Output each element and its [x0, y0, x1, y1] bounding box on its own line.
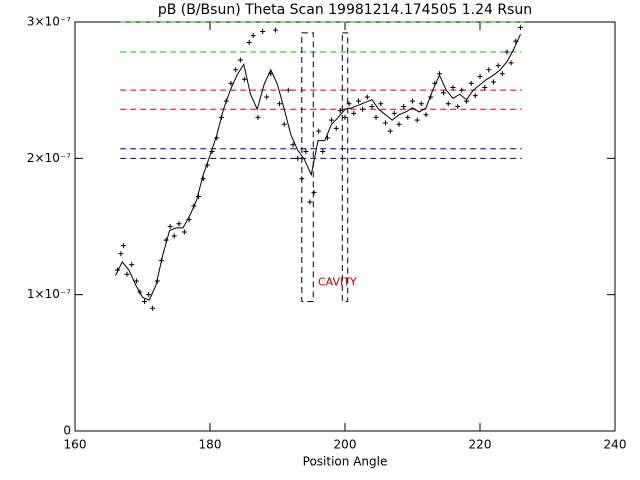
data-point	[491, 79, 496, 85]
data-point	[346, 101, 352, 107]
data-point	[307, 199, 313, 205]
data-point	[364, 94, 370, 100]
data-point	[351, 110, 357, 116]
data-point	[441, 90, 447, 96]
data-point	[142, 298, 148, 304]
data-point	[342, 114, 348, 120]
data-point	[329, 117, 334, 123]
data-point	[405, 114, 411, 120]
data-point	[459, 87, 465, 93]
data-point	[299, 176, 305, 182]
cavity-region	[341, 32, 349, 302]
data-point	[477, 74, 483, 80]
data-point	[414, 117, 420, 123]
y-tick-label: 1×10⁻⁷	[27, 287, 71, 301]
data-point	[383, 120, 388, 126]
data-point	[150, 305, 156, 311]
data-point	[378, 101, 384, 107]
data-point	[504, 49, 510, 55]
data-point	[499, 71, 505, 77]
data-point	[482, 84, 488, 90]
data-point	[360, 106, 366, 112]
data-point	[337, 108, 343, 114]
data-point	[260, 29, 266, 35]
data-point	[272, 27, 278, 33]
data-point	[455, 104, 461, 110]
data-point	[311, 189, 317, 195]
data-point	[401, 104, 407, 110]
data-point	[468, 80, 474, 86]
data-point	[418, 101, 424, 107]
data-point	[387, 128, 393, 134]
data-point	[316, 128, 322, 134]
data-point	[508, 60, 514, 66]
x-tick-label: 160	[64, 438, 87, 452]
data-point	[246, 39, 252, 45]
data-point	[228, 80, 234, 86]
data-point	[124, 271, 130, 277]
x-tick-label: 220	[469, 438, 492, 452]
data-point	[518, 24, 523, 30]
data-point	[285, 87, 291, 93]
data-point	[423, 112, 429, 118]
data-point	[369, 104, 375, 110]
data-point	[295, 155, 301, 161]
data-point	[121, 243, 127, 249]
data-point	[237, 57, 243, 63]
cavity-region	[301, 32, 314, 302]
x-tick-label: 200	[334, 438, 357, 452]
data-point	[396, 121, 402, 127]
y-tick-label: 2×10⁻⁷	[27, 151, 71, 165]
y-tick-label: 3×10⁻⁷	[27, 15, 71, 29]
data-point	[486, 67, 492, 73]
data-point	[129, 262, 135, 268]
data-point	[472, 93, 478, 99]
data-point	[356, 98, 361, 104]
data-point	[303, 149, 309, 155]
data-point	[196, 194, 202, 200]
data-point	[133, 278, 139, 284]
data-point	[495, 63, 501, 69]
data-point	[181, 229, 187, 235]
y-tick-label: 0	[63, 424, 71, 438]
data-point	[233, 67, 239, 73]
data-point	[255, 114, 261, 120]
data-point	[281, 121, 287, 127]
x-tick-label: 240	[604, 438, 627, 452]
data-point	[250, 33, 256, 39]
data-point	[410, 98, 415, 104]
data-point	[146, 292, 152, 298]
data-point	[290, 142, 296, 148]
data-point	[277, 101, 283, 107]
x-tick-label: 180	[199, 438, 222, 452]
data-point	[264, 94, 270, 100]
data-point	[171, 233, 177, 239]
data-point	[176, 221, 182, 227]
chart-title: pB (B/Bsun) Theta Scan 19981214.174505 1…	[158, 2, 532, 18]
annotation: CAVITY	[318, 275, 357, 288]
data-point	[200, 176, 206, 182]
data-point	[391, 110, 397, 116]
data-point	[167, 224, 173, 229]
data-point	[241, 76, 247, 82]
data-point	[333, 125, 339, 131]
x-axis-label: Position Angle	[303, 455, 388, 469]
data-point	[445, 101, 451, 107]
data-point	[373, 114, 379, 120]
data-point	[118, 251, 124, 257]
data-point	[320, 149, 326, 155]
data-point	[450, 84, 456, 90]
data-line	[115, 34, 521, 301]
